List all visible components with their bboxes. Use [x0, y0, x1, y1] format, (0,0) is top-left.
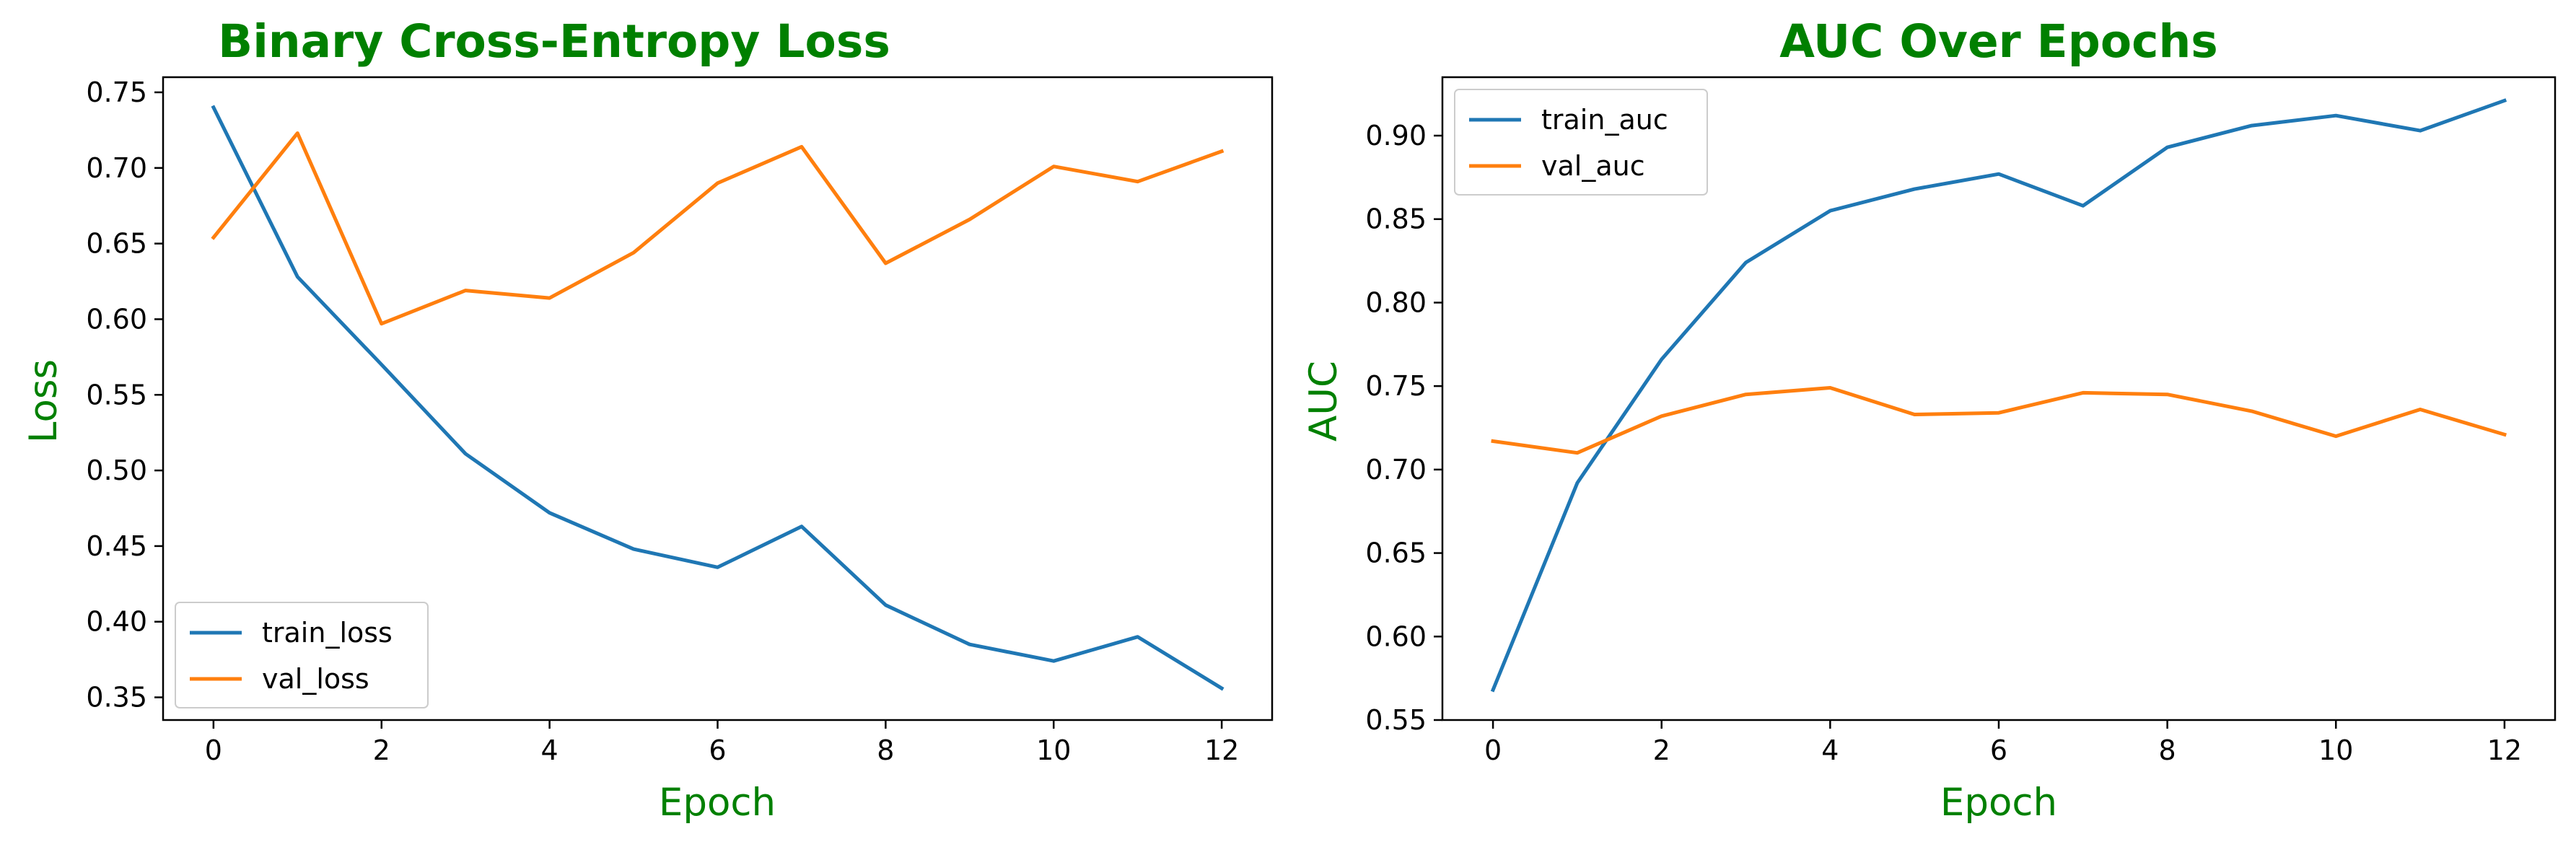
loss-chart-xtick-label: 6: [709, 734, 726, 766]
loss-chart-xtick-label: 2: [373, 734, 390, 766]
auc-chart-ylabel: AUC: [1302, 361, 1346, 442]
loss-chart-ytick-label: 0.50: [86, 455, 147, 486]
loss-chart-xtick-label: 0: [205, 734, 222, 766]
auc-chart-ytick-label: 0.75: [1365, 370, 1427, 402]
loss-chart-series-train_loss: [211, 105, 1225, 691]
auc-chart-ytick-label: 0.85: [1365, 203, 1427, 235]
loss-chart-ytick-label: 0.35: [86, 682, 147, 714]
auc-chart-lines: [1490, 98, 2507, 693]
loss-chart: Binary Cross-Entropy Loss Loss Epoch 0 2 4…: [22, 15, 1274, 825]
auc-chart-xlabel: Epoch: [1940, 781, 2057, 825]
loss-chart-ytick-label: 0.65: [86, 228, 147, 260]
loss-chart-legend: train_loss val_loss: [175, 602, 429, 708]
auc-chart-legend-box: [1454, 89, 1708, 196]
auc-chart-ytick-label: 0.70: [1365, 454, 1427, 486]
loss-chart-ylabel: Loss: [22, 359, 66, 443]
auc-chart-xtick-label: 2: [1653, 734, 1670, 766]
loss-chart-title: Binary Cross-Entropy Loss: [218, 15, 890, 68]
loss-chart-ytick-label: 0.40: [86, 606, 147, 638]
loss-chart-lines: [211, 105, 1225, 691]
loss-chart-xtick-label: 8: [877, 734, 894, 766]
loss-chart-ticks: 0 2 4 6 8 10 12 0.35 0.40 0.45 0.50 0.55 0.60 0.65 0.7…: [86, 76, 1239, 766]
loss-chart-ytick-label: 0.60: [86, 303, 147, 335]
auc-chart-ticks: 0 2 4 6 8 10 12 0.55 0.60 0.65 0.70 0.75 0.80 0.85 0.9…: [1365, 120, 2522, 766]
auc-chart-title: AUC Over Epochs: [1779, 15, 2218, 68]
auc-chart-ytick-label: 0.90: [1365, 120, 1427, 152]
auc-chart-legend-label-val_auc: val_auc: [1541, 150, 1645, 182]
auc-chart-legend-label-train_auc: train_auc: [1541, 104, 1668, 136]
loss-chart-xtick-label: 10: [1036, 734, 1071, 766]
auc-chart-ytick-label: 0.55: [1365, 704, 1427, 736]
loss-chart-ytick-label: 0.45: [86, 530, 147, 562]
loss-chart-axes-frame: [162, 76, 1274, 721]
loss-chart-series-val_loss: [211, 131, 1225, 326]
auc-chart-ytick-label: 0.60: [1365, 620, 1427, 652]
loss-chart-legend-label-val_loss: val_loss: [262, 663, 369, 695]
auc-chart-series-val_auc: [1491, 386, 2507, 455]
loss-chart-ytick-label: 0.75: [86, 76, 147, 108]
auc-chart: AUC Over Epochs AUC Epoch 0 2 4 6 8 10 120.550…: [1302, 15, 2557, 825]
auc-chart-series-train_auc: [1490, 98, 2507, 693]
auc-chart-xtick-label: 6: [1990, 734, 2007, 766]
auc-chart-xtick-label: 12: [2487, 734, 2522, 766]
loss-chart-ytick-label: 0.70: [86, 152, 147, 184]
loss-chart-legend-label-train_loss: train_loss: [262, 617, 393, 649]
auc-chart-axes-frame: [1441, 76, 2557, 721]
loss-chart-legend-box: [175, 602, 429, 708]
loss-chart-xlabel: Epoch: [659, 781, 776, 825]
auc-chart-ytick-label: 0.80: [1365, 286, 1427, 318]
auc-chart-xtick-label: 10: [2318, 734, 2353, 766]
auc-chart-xtick-label: 0: [1484, 734, 1502, 766]
loss-chart-xtick-label: 12: [1204, 734, 1239, 766]
loss-chart-ytick-label: 0.55: [86, 379, 147, 411]
auc-chart-xtick-label: 4: [1821, 734, 1839, 766]
loss-chart-xtick-label: 4: [541, 734, 558, 766]
auc-chart-xtick-label: 8: [2159, 734, 2176, 766]
auc-chart-ytick-label: 0.65: [1365, 537, 1427, 569]
auc-chart-legend: train_auc val_auc: [1454, 89, 1708, 196]
